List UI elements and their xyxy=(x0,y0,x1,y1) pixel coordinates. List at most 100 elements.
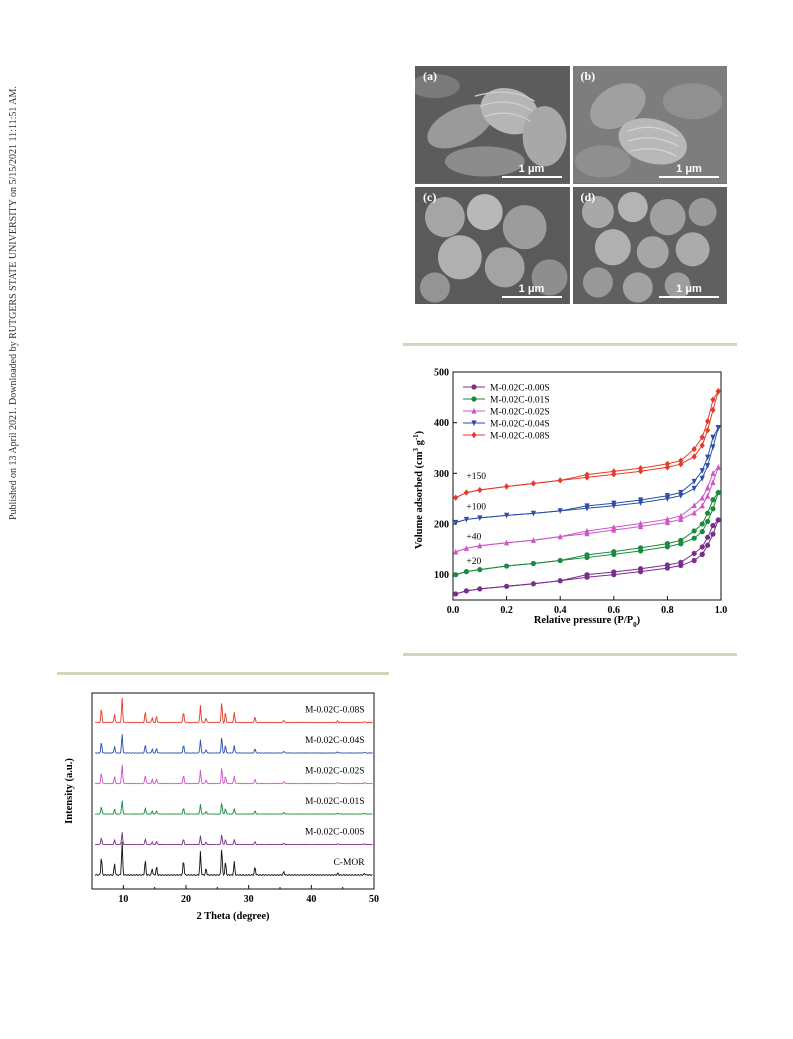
iso-data-point xyxy=(699,544,705,550)
xrd-pattern-6 xyxy=(94,841,373,877)
iso-desorption-line xyxy=(455,390,719,499)
iso-x-tick-label: 0.0 xyxy=(447,605,460,616)
iso-ylabel-sup1: 3 xyxy=(412,448,420,452)
iso-data-point xyxy=(691,453,697,460)
iso-data-point xyxy=(715,489,721,496)
xrd-x-tick-label: 40 xyxy=(306,894,316,905)
iso-data-point xyxy=(664,464,670,471)
section-rule-top-right xyxy=(403,343,737,346)
iso-data-point xyxy=(584,471,590,478)
iso-data-point xyxy=(463,545,469,551)
xrd-series-label: C-MOR xyxy=(333,858,365,868)
iso-data-point xyxy=(691,557,697,564)
iso-legend-label: M-0.02C-0.04S xyxy=(490,420,550,430)
iso-data-point xyxy=(611,500,617,507)
sem-scale-text-a: 1 μm xyxy=(518,162,545,175)
iso-legend: M-0.02C-0.00S M-0.02C-0.01S M-0.02C-0.02S M… xyxy=(463,384,550,442)
iso-xlabel-end: ) xyxy=(637,615,641,626)
iso-data-point xyxy=(699,442,705,449)
iso-offset-label: +20 xyxy=(466,557,481,567)
iso-data-point xyxy=(530,510,536,517)
iso-series-3 xyxy=(453,464,721,555)
iso-data-point xyxy=(705,534,711,540)
sem-image-d xyxy=(572,186,727,304)
xrd-pattern-3 xyxy=(94,764,373,785)
iso-data-point xyxy=(699,475,705,482)
iso-offset-label: +150 xyxy=(466,472,486,482)
iso-data-point xyxy=(710,406,716,414)
iso-ylabel-main: Volume adsorbed (cm xyxy=(414,451,425,549)
sem-scalebar-d: 1 μm xyxy=(659,283,719,298)
xrd-y-axis-label: Intensity (a.u.) xyxy=(64,758,75,824)
iso-data-point xyxy=(710,396,716,403)
iso-legend-label: M-0.02C-0.02S xyxy=(490,408,550,418)
sem-panel-d: (d) 1 μm xyxy=(572,186,727,304)
iso-data-point xyxy=(710,497,716,503)
iso-data-point xyxy=(715,517,721,523)
iso-x-axis-label: Relative pressure (P/P0) xyxy=(534,615,641,629)
iso-data-point xyxy=(638,520,644,527)
iso-data-point xyxy=(691,502,697,509)
iso-data-point xyxy=(699,434,705,441)
iso-data-point xyxy=(463,516,469,523)
sem-scale-text-c: 1 μm xyxy=(518,283,545,295)
xrd-chart: 10 20 30 40 50 2 Theta (degree) Intensity (a.u… xyxy=(64,692,379,922)
sem-label-b: (b) xyxy=(580,69,596,83)
iso-data-point xyxy=(638,566,644,572)
iso-data-point xyxy=(477,567,483,573)
sem-scalebar-c: 1 μm xyxy=(501,283,562,298)
iso-data-point xyxy=(678,559,684,565)
xrd-series-label: M-0.02C-0.08S xyxy=(305,706,365,716)
sem-image-grid: (a) 1 μm (b) 1 μm xyxy=(415,66,727,304)
sem-label-c: (c) xyxy=(423,189,437,204)
iso-data-point xyxy=(710,444,716,451)
iso-legend-marker xyxy=(471,396,477,402)
iso-data-point xyxy=(710,470,716,476)
iso-data-point xyxy=(504,539,510,546)
sem-panel-c: (c) 1 μm xyxy=(415,186,570,304)
iso-data-point xyxy=(530,480,536,487)
sem-image-c xyxy=(415,186,570,304)
iso-data-point xyxy=(699,468,705,474)
iso-legend-marker xyxy=(471,384,477,390)
iso-data-point xyxy=(638,523,644,530)
iso-data-point xyxy=(705,518,711,525)
iso-data-point xyxy=(477,586,483,592)
sem-image-b xyxy=(572,66,727,184)
sem-label-d: (d) xyxy=(580,189,596,204)
iso-data-point xyxy=(504,583,510,589)
xrd-series-label: M-0.02C-0.02S xyxy=(305,767,365,777)
iso-data-point xyxy=(611,569,617,575)
iso-series-1 xyxy=(453,517,721,597)
sem-scale-text-d: 1 μm xyxy=(676,283,702,295)
iso-data-point xyxy=(691,478,697,485)
iso-data-point xyxy=(530,560,536,567)
iso-data-point xyxy=(715,388,721,395)
iso-data-point xyxy=(453,591,459,597)
iso-data-point xyxy=(705,427,711,434)
iso-data-point xyxy=(699,551,705,557)
iso-data-point xyxy=(611,468,617,475)
iso-legend-marker xyxy=(471,407,477,414)
xrd-x-axis-label: 2 Theta (degree) xyxy=(196,911,270,922)
sem-image-a xyxy=(415,66,570,184)
download-notice-text: Published on 13 April 2021. Downloaded b… xyxy=(8,86,19,520)
scale-bar-line xyxy=(659,175,719,178)
iso-data-point xyxy=(710,479,716,486)
iso-data-point xyxy=(477,542,483,549)
iso-data-point xyxy=(557,533,563,540)
iso-data-point xyxy=(664,562,670,568)
xrd-series-label: M-0.02C-0.00S xyxy=(305,828,365,838)
xrd-pattern-2 xyxy=(95,734,373,754)
iso-data-point xyxy=(584,503,590,510)
iso-xlabel-sub: 0 xyxy=(633,621,637,629)
iso-y-tick-label: 400 xyxy=(434,418,449,429)
xrd-series-label: M-0.02C-0.01S xyxy=(305,797,365,807)
iso-data-point xyxy=(453,519,459,526)
iso-data-point xyxy=(664,496,670,502)
iso-data-point xyxy=(678,537,684,543)
iso-data-point xyxy=(705,510,711,516)
iso-data-point xyxy=(477,486,483,494)
iso-data-point xyxy=(453,494,459,501)
iso-data-point xyxy=(504,563,510,569)
